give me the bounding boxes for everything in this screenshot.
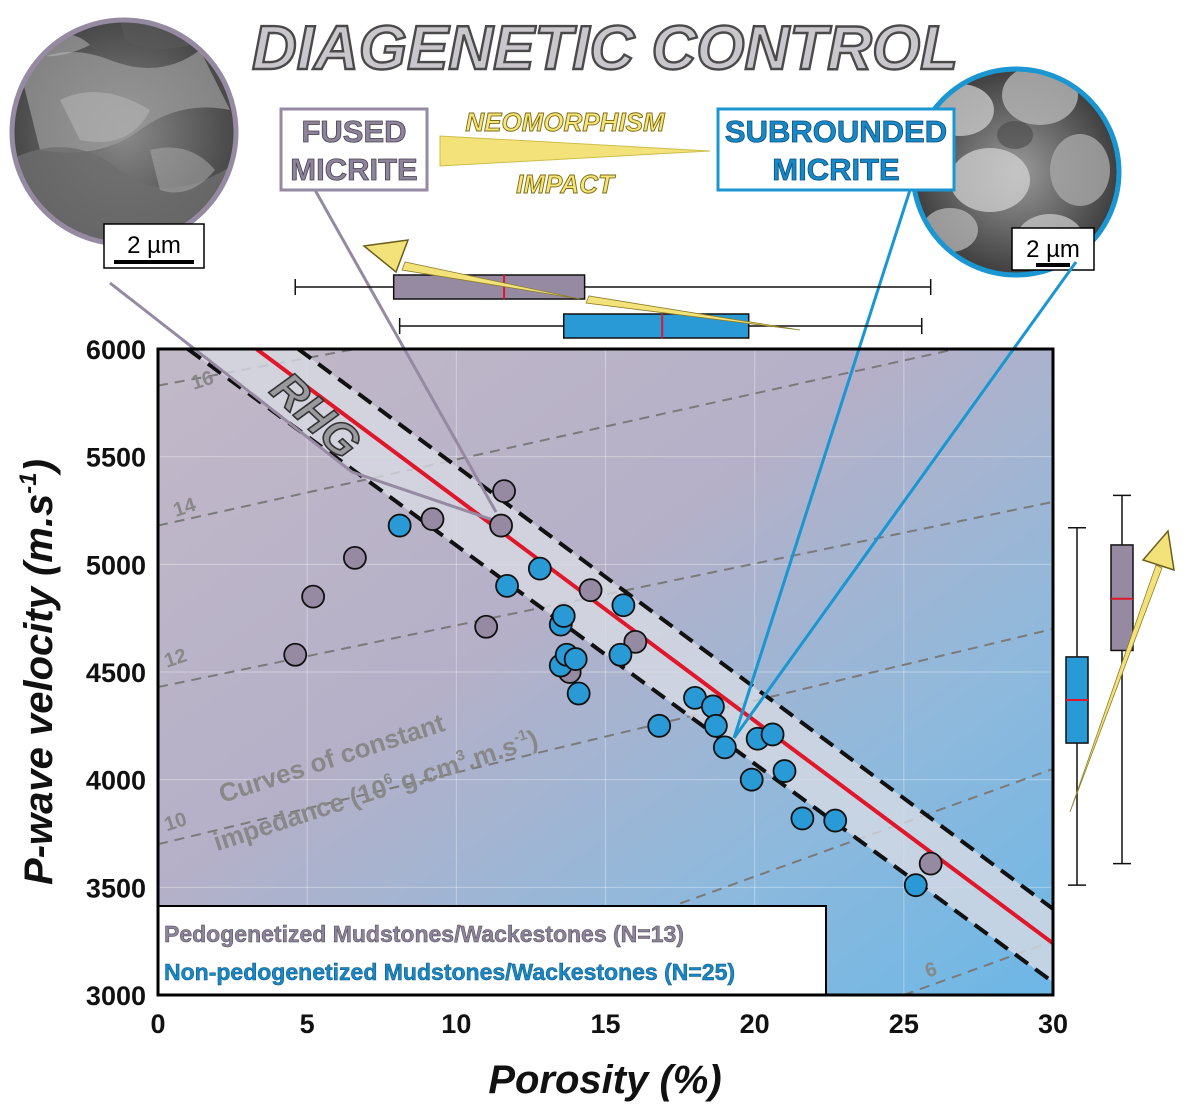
plot-background [158,349,1053,995]
y-tick-label: 3000 [86,981,146,1011]
point-pedogenetized [474,614,499,639]
point-non-pedogenetized [611,593,636,618]
callout-leader-lines [109,189,1078,739]
point-non-pedogenetized [903,873,928,898]
point-pedogenetized [342,545,367,570]
tick-labels: 0 5 10 15 20 25 30 3000 3500 4000 4500 5000 5500 6000 [86,335,1068,1039]
impedance-curve [158,627,1053,846]
point-pedogenetized [578,578,603,603]
rhg-curve [255,349,1053,945]
boxplots [294,274,1134,886]
grid [158,349,1053,995]
point-non-pedogenetized [823,808,848,833]
y-tick-label: 6000 [86,335,146,365]
legend-entry-pedogenetized: Pedogenetized Mudstones/Wackestones (N=1… [164,921,684,947]
x-tick-label: 0 [150,1009,165,1039]
neomorphism-impact-wedge: NEOMORPHISM IMPACT [439,107,711,199]
point-pedogenetized [623,629,648,654]
point-non-pedogenetized [647,713,672,738]
scatter-points [283,479,943,898]
point-non-pedogenetized [760,722,785,747]
point-non-pedogenetized [563,647,588,671]
figure-title: DIAGENETIC CONTROL [252,14,958,83]
neomorphism-label: NEOMORPHISM [465,107,666,137]
scale-label-right: 2 µm [1026,236,1080,263]
callout-subrounded-line1: SUBROUNDED [725,114,947,149]
point-non-pedogenetized [739,767,764,792]
plot-frame [156,347,1055,997]
scale-label-left: 2 µm [127,232,181,259]
point-non-pedogenetized [790,806,815,831]
y-axis-title-end: ) [17,459,61,476]
x-tick-label: 5 [300,1009,315,1039]
y-axis-title: P-wave velocity (m.s-1) [15,459,61,885]
point-non-pedogenetized [703,713,728,738]
callout-subrounded-micrite: SUBROUNDED MICRITE [716,107,956,192]
y-tick-label: 5000 [86,550,146,580]
callout-fused-line1: FUSED [301,114,406,149]
y-tick-label: 5500 [86,443,146,473]
point-non-pedogenetized [772,759,797,783]
point-pedogenetized [283,642,308,667]
rhg-upper-bound [297,349,1053,911]
shift-arrows [362,239,1175,813]
point-non-pedogenetized [701,694,725,719]
point-non-pedogenetized [527,556,552,581]
velocity-boxplot-box [1110,544,1134,652]
point-pedogenetized [420,507,445,532]
legend: Pedogenetized Mudstones/Wackestones (N=1… [157,905,827,996]
y-tick-label: 4000 [86,766,146,796]
callout-fused-line2: MICRITE [290,152,417,187]
point-non-pedogenetized [551,604,576,628]
x-tick-label: 10 [441,1009,471,1039]
callout-subrounded-line2: MICRITE [772,152,899,187]
impedance-label-sup3: -1 [511,726,529,746]
x-tick-label: 15 [590,1009,620,1039]
x-tick-label: 20 [740,1009,770,1039]
y-tick-label: 4500 [86,658,146,688]
legend-entry-non-pedogenetized: Non-pedogenetized Mudstones/Wackestones … [164,959,735,985]
point-pedogenetized [492,479,516,504]
arrow-head-porosity [362,239,410,274]
point-pedogenetized [918,851,943,876]
point-non-pedogenetized [712,735,737,760]
x-tick-label: 25 [889,1009,919,1039]
sem-photo-fused-micrite: 2 µm [9,17,239,269]
x-tick-label: 30 [1038,1009,1068,1039]
callout-fused-micrite: FUSED MICRITE [279,107,429,192]
impact-label: IMPACT [516,169,616,199]
y-axis-title-sup: -1 [15,472,42,493]
y-axis-title-main: P-wave velocity (m.s [17,494,61,885]
point-non-pedogenetized [495,573,519,598]
y-tick-label: 3500 [86,873,146,903]
point-non-pedogenetized [608,642,633,667]
arrow-head-velocity [1141,529,1175,572]
point-pedogenetized [489,513,513,538]
point-non-pedogenetized [387,513,412,538]
x-axis-title: Porosity (%) [488,1058,721,1102]
point-pedogenetized [301,584,326,609]
impedance-curve [903,940,1053,995]
point-non-pedogenetized [566,681,591,706]
porosity-boxplot-box [392,274,586,300]
